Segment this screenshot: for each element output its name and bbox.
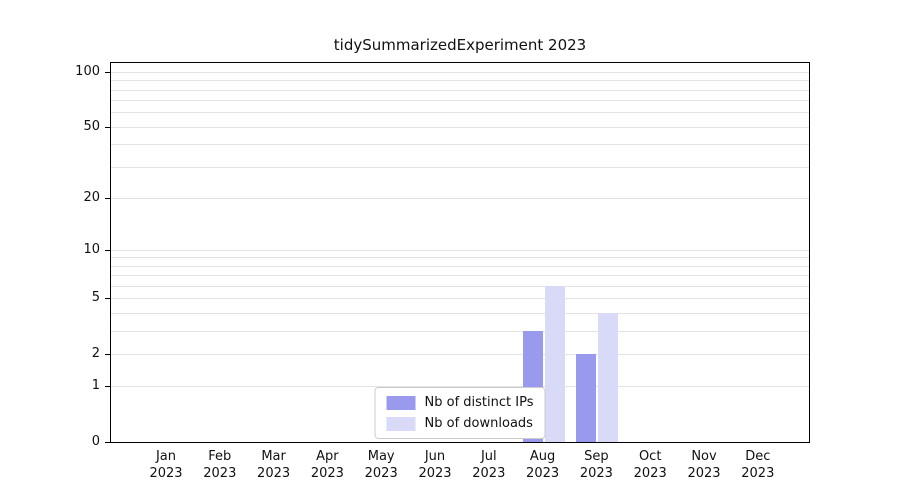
gridline — [111, 112, 809, 114]
x-tick-label: Feb 2023 — [185, 448, 255, 482]
x-tick-month: Sep — [584, 449, 609, 464]
gridline — [111, 386, 809, 388]
y-tick-label: 20 — [83, 189, 100, 205]
legend-label: Nb of downloads — [424, 416, 533, 431]
x-tick-month: Feb — [208, 449, 232, 464]
gridline — [111, 275, 809, 277]
legend: Nb of distinct IPs Nb of downloads — [374, 387, 546, 439]
bar-nb-of-downloads — [598, 313, 619, 442]
gridline — [111, 257, 809, 259]
y-tick-label: 50 — [83, 118, 100, 134]
x-tick-year: 2023 — [579, 466, 613, 481]
gridline — [111, 197, 809, 199]
x-tick-label: Sep 2023 — [561, 448, 631, 482]
bar-nb-of-downloads — [544, 286, 565, 442]
gridline — [111, 126, 809, 128]
y-tick — [105, 353, 110, 355]
x-tick-year: 2023 — [310, 466, 344, 481]
x-tick-year: 2023 — [149, 466, 183, 481]
x-tick-label: Jun 2023 — [400, 448, 470, 482]
x-tick-label: May 2023 — [346, 448, 416, 482]
gridline — [111, 100, 809, 102]
x-tick-year: 2023 — [472, 466, 506, 481]
y-tick — [105, 72, 110, 73]
y-tick-label: 10 — [83, 241, 100, 257]
gridline — [111, 89, 809, 91]
y-tick — [105, 126, 110, 128]
x-tick-year: 2023 — [257, 466, 291, 481]
x-tick-year: 2023 — [526, 466, 560, 481]
x-tick-month: Dec — [745, 449, 771, 464]
legend-row: Nb of downloads — [386, 416, 534, 431]
x-tick-year: 2023 — [203, 466, 237, 481]
gridline — [111, 353, 809, 355]
y-tick — [105, 442, 110, 443]
y-tick-label: 2 — [91, 345, 100, 361]
x-tick-year: 2023 — [741, 466, 775, 481]
gridline — [111, 330, 809, 332]
chart-title: tidySummarizedExperiment 2023 — [333, 36, 587, 54]
bar-nb-of-distinct-ips — [576, 353, 597, 442]
x-tick-label: Mar 2023 — [239, 448, 309, 482]
y-tick-label: 100 — [75, 64, 100, 79]
x-tick-label: Oct 2023 — [615, 448, 685, 482]
x-tick-label: Nov 2023 — [669, 448, 739, 482]
x-tick-year: 2023 — [418, 466, 452, 481]
gridline — [111, 80, 809, 82]
y-tick-label: 0 — [91, 434, 100, 449]
x-tick-month: May — [367, 449, 395, 464]
plot-area: Nb of distinct IPs Nb of downloads — [110, 62, 810, 443]
y-tick — [105, 386, 110, 388]
y-tick — [105, 249, 110, 251]
x-tick-label: Jul 2023 — [454, 448, 524, 482]
x-tick-month: Apr — [316, 449, 339, 464]
x-tick-label: Dec 2023 — [723, 448, 793, 482]
legend-swatch — [386, 395, 416, 410]
y-tick-label: 1 — [91, 378, 100, 394]
x-tick-month: Jan — [155, 449, 177, 464]
x-tick-month: Jun — [424, 449, 446, 464]
x-tick-year: 2023 — [687, 466, 721, 481]
x-tick-month: Mar — [261, 449, 286, 464]
gridline — [111, 144, 809, 146]
gridline — [111, 166, 809, 168]
gridline — [111, 298, 809, 300]
y-tick-label: 5 — [91, 290, 100, 306]
legend-row: Nb of distinct IPs — [386, 395, 534, 410]
x-tick-label: Jan 2023 — [131, 448, 201, 482]
x-tick-month: Nov — [691, 449, 717, 464]
gridline — [111, 72, 809, 73]
x-tick-month: Jul — [480, 449, 497, 464]
x-tick-year: 2023 — [364, 466, 398, 481]
y-tick — [105, 298, 110, 300]
x-tick-month: Aug — [529, 449, 556, 464]
gridline — [111, 313, 809, 314]
x-tick-label: Apr 2023 — [292, 448, 362, 482]
gridline — [111, 265, 809, 267]
legend-label: Nb of distinct IPs — [424, 395, 534, 410]
y-tick — [105, 197, 110, 199]
x-tick-year: 2023 — [633, 466, 667, 481]
legend-swatch — [386, 416, 416, 431]
x-tick-label: Aug 2023 — [508, 448, 578, 482]
x-tick-month: Oct — [638, 449, 662, 464]
gridline — [111, 249, 809, 251]
gridline — [111, 286, 809, 287]
